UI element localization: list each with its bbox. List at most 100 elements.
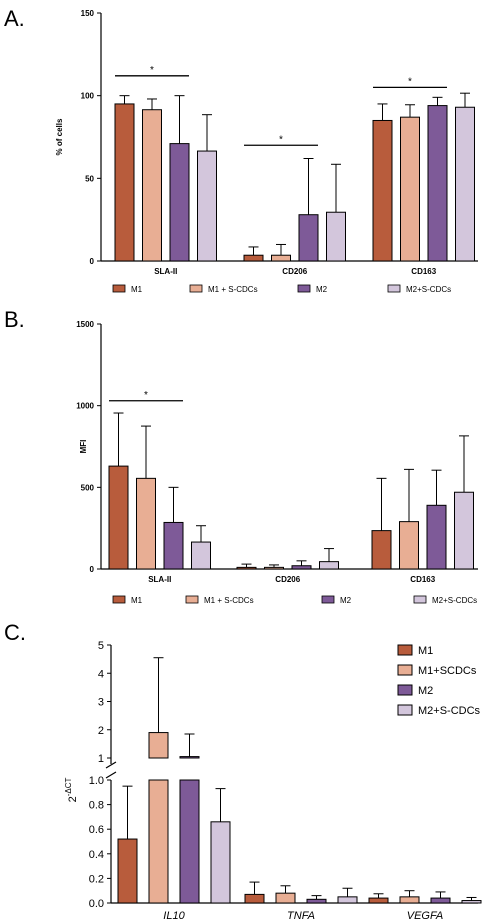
panel-C: C. 0.0 0.2 0.4 0.6 0.8 1.0 1 2 3 4 5 2-ΔCT IL10 TNFA VE… bbox=[4, 620, 482, 921]
legend-swatch bbox=[397, 644, 413, 656]
y-tick-label: 0.6 bbox=[89, 824, 104, 836]
bar-break-gap bbox=[177, 759, 202, 779]
bar-M2+S-CDCs bbox=[461, 900, 482, 904]
significance-star: * bbox=[279, 134, 283, 145]
panel-label: A. bbox=[4, 6, 25, 31]
category-label: CD163 bbox=[410, 575, 435, 584]
significance-star: * bbox=[144, 390, 148, 401]
y-tick-label: 1000 bbox=[76, 402, 94, 411]
y-tick-label: 0.0 bbox=[89, 898, 104, 910]
legend-swatch bbox=[397, 664, 413, 676]
legend-swatch bbox=[112, 284, 126, 293]
bar-M2 bbox=[426, 504, 447, 570]
y-tick-label: 3 bbox=[98, 697, 104, 709]
legend-swatch bbox=[397, 704, 413, 716]
category-label: CD206 bbox=[275, 575, 300, 584]
bar-M2 bbox=[427, 105, 448, 262]
y-axis-title: MFI bbox=[79, 440, 88, 454]
bar-M2-upper bbox=[179, 756, 200, 759]
panel-label: C. bbox=[4, 620, 26, 645]
bar-M2+S-CDCs bbox=[337, 896, 358, 904]
bar-M1 + S-CDCs bbox=[136, 477, 156, 570]
y-tick-label: 1500 bbox=[76, 320, 94, 329]
y-tick-label: 0.2 bbox=[89, 873, 104, 885]
y-axis-title: 2-ΔCT bbox=[64, 777, 79, 802]
bar-M2+S-CDCs bbox=[454, 491, 474, 570]
legend-swatch bbox=[297, 284, 311, 293]
legend-label: M1 bbox=[131, 596, 143, 605]
bar-M1 bbox=[372, 119, 393, 262]
bar-M2+S-CDCs bbox=[455, 106, 475, 262]
bar-M1 bbox=[108, 465, 129, 570]
bar-M2 bbox=[306, 898, 327, 904]
y-tick-label: 500 bbox=[81, 483, 95, 492]
bar-M1 + S-CDCs bbox=[142, 109, 162, 262]
legend-label: M1+SCDCs bbox=[418, 665, 477, 677]
bar-M1+SCDCs bbox=[275, 892, 296, 904]
panel-A: A. 0 50 100 150 % of cells SLA-II CD206 CD163 * * *… bbox=[4, 6, 478, 294]
legend-label: M2 bbox=[340, 596, 352, 605]
bar-M1 bbox=[114, 103, 135, 262]
y-tick-label: 1.0 bbox=[89, 775, 104, 787]
y-tick-label: 150 bbox=[81, 9, 95, 18]
bar-M1 + S-CDCs bbox=[400, 116, 420, 262]
bar-M2+S-CDCs bbox=[319, 561, 339, 570]
axis-break-mark bbox=[105, 761, 117, 769]
legend-label: M2+S-CDCs bbox=[418, 705, 481, 717]
legend-label: M1 + S-CDCs bbox=[208, 285, 258, 294]
y-tick-label: 2 bbox=[98, 725, 104, 737]
bar-M2+S-CDCs bbox=[197, 150, 217, 262]
significance-star: * bbox=[408, 76, 412, 87]
y-tick-label: 0.4 bbox=[89, 849, 104, 861]
legend-swatch bbox=[112, 595, 126, 604]
legend-swatch bbox=[189, 284, 203, 293]
bar-M1+SCDCs bbox=[148, 779, 169, 904]
legend-label: M1 + S-CDCs bbox=[204, 596, 254, 605]
category-label: CD206 bbox=[282, 267, 307, 276]
bar-M2+S-CDCs bbox=[191, 541, 211, 570]
legend-swatch bbox=[397, 684, 413, 696]
bar-M1 bbox=[371, 530, 392, 570]
panel-B: B. 0 500 1000 1500 MFI SLA-II CD206 CD163 * M1 M1 +… bbox=[4, 307, 478, 605]
bar-break-gap bbox=[146, 759, 171, 779]
bar-M2+S-CDCs bbox=[326, 211, 346, 262]
legend-swatch bbox=[321, 595, 335, 604]
legend-label: M2+S-CDCs bbox=[406, 285, 451, 294]
bar-M2 bbox=[291, 565, 312, 570]
legend-swatch bbox=[413, 595, 427, 604]
category-label: IL10 bbox=[163, 910, 185, 921]
y-tick-label: 5 bbox=[98, 640, 104, 652]
bar-M1 + S-CDCs bbox=[271, 254, 291, 262]
y-axis-title: % of cells bbox=[55, 118, 64, 155]
y-tick-label: 100 bbox=[81, 92, 95, 101]
bar-M2 bbox=[163, 521, 184, 570]
category-label: VEGFA bbox=[407, 910, 443, 921]
y-tick-label: 1 bbox=[98, 753, 104, 765]
axis-break-mark bbox=[105, 771, 117, 779]
bar-M1 + S-CDCs bbox=[399, 521, 419, 570]
bar-M2+S-CDCs bbox=[210, 821, 231, 904]
bar-M1+SCDCs bbox=[399, 896, 420, 904]
panel-label: B. bbox=[4, 307, 25, 332]
category-label: SLA-II bbox=[148, 575, 171, 584]
legend-label: M1 bbox=[418, 645, 433, 657]
bar-M2 bbox=[179, 779, 200, 904]
category-label: SLA-II bbox=[154, 267, 177, 276]
legend-label: M2+S-CDCs bbox=[432, 596, 477, 605]
legend-swatch bbox=[185, 595, 199, 604]
y-tick-label: 0 bbox=[90, 565, 95, 574]
y-tick-label: 50 bbox=[85, 174, 94, 183]
bar-M1 bbox=[236, 566, 257, 570]
legend-label: M1 bbox=[131, 285, 143, 294]
y-tick-label: 4 bbox=[98, 668, 104, 680]
legend-swatch bbox=[387, 284, 401, 293]
bar-M2 bbox=[298, 214, 319, 262]
bar-M1+SCDCs-upper bbox=[148, 732, 169, 759]
y-tick-label: 0 bbox=[90, 257, 95, 266]
bar-M1 bbox=[243, 254, 264, 262]
bar-M1 bbox=[368, 897, 389, 904]
category-label: CD163 bbox=[411, 267, 436, 276]
bar-M1 + S-CDCs bbox=[264, 566, 284, 570]
bar-M2 bbox=[169, 143, 190, 262]
